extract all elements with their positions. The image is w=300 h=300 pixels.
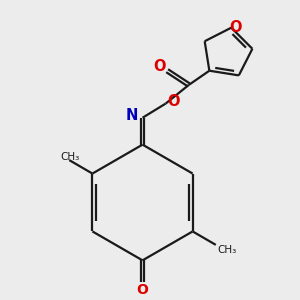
Text: N: N (126, 108, 138, 123)
Text: O: O (154, 59, 166, 74)
Text: O: O (230, 20, 242, 35)
Text: CH₃: CH₃ (218, 245, 237, 256)
Text: CH₃: CH₃ (60, 152, 79, 162)
Text: O: O (136, 283, 148, 297)
Text: O: O (168, 94, 180, 109)
